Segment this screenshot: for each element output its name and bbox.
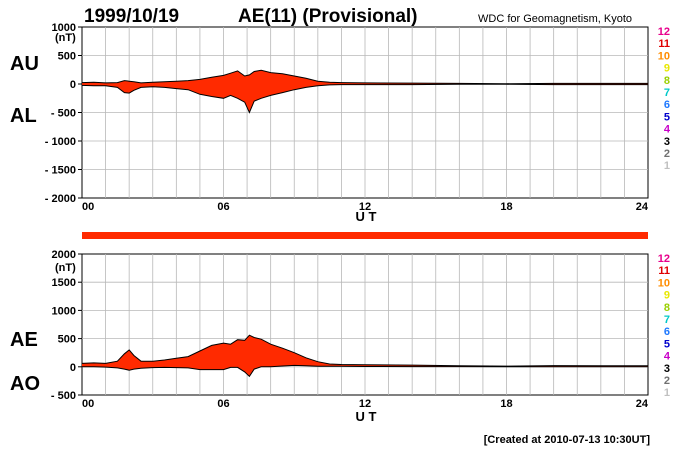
source-label: WDC for Geomagnetism, Kyoto xyxy=(478,13,632,25)
legend-scale-label: 11 xyxy=(658,265,670,277)
legend-scale-label: 8 xyxy=(664,75,670,87)
y-tick-label: 2000 xyxy=(52,249,76,261)
legend-scale-label: 5 xyxy=(664,338,670,350)
au-al-panel: 1000 500 0 - 500 - 1000 - 1500 - 2000 00 06 12 18 2… xyxy=(45,22,649,213)
legend-scale-label: 9 xyxy=(664,63,670,75)
chart-title: AE(11) (Provisional) xyxy=(238,6,418,27)
legend-scale-label: 4 xyxy=(664,351,671,363)
x-axis-label-top: U T xyxy=(356,209,377,224)
y-tick-label: 0 xyxy=(70,79,76,91)
legend-scale-label: 11 xyxy=(658,38,670,50)
legend-scale-label: 3 xyxy=(664,136,670,148)
y-tick-label: - 2000 xyxy=(45,193,76,205)
legend-scale-label: 12 xyxy=(658,253,670,265)
x-tick-label: 18 xyxy=(500,398,512,410)
legend-scale-label: 7 xyxy=(664,87,670,99)
data-coverage-strip xyxy=(82,232,648,239)
x-tick-label: 24 xyxy=(636,201,649,213)
lower-series-line xyxy=(82,364,648,378)
au-label: AU xyxy=(10,53,39,75)
y-tick-label: - 500 xyxy=(51,108,76,120)
y-tick-label: 1000 xyxy=(52,305,76,317)
legend-scale-label: 7 xyxy=(664,314,670,326)
x-tick-label: 24 xyxy=(636,398,649,410)
x-axis-label-bottom: U T xyxy=(356,409,377,424)
upper-series-line xyxy=(81,69,648,85)
x-tick-label: 06 xyxy=(217,201,229,213)
legend-scale-label: 9 xyxy=(664,290,670,302)
legend-scale-label: 4 xyxy=(664,124,671,136)
legend-scale-label: 12 xyxy=(658,26,670,38)
envelope-fill-area xyxy=(82,70,648,113)
y-tick-label: 500 xyxy=(58,334,76,346)
ao-label: AO xyxy=(10,373,40,395)
legend-scale-label: 10 xyxy=(658,50,670,62)
lower-series-line xyxy=(81,83,648,114)
unit-label-bottom: (nT) xyxy=(55,262,76,274)
y-tick-label: 1500 xyxy=(52,277,76,289)
ae-label: AE xyxy=(10,329,38,351)
x-tick-label: 06 xyxy=(217,398,229,410)
legend-scale-label: 2 xyxy=(664,148,670,160)
legend-scale-label: 6 xyxy=(664,326,670,338)
al-label: AL xyxy=(10,105,37,127)
created-timestamp: [Created at 2010-07-13 10:30UT] xyxy=(484,434,651,446)
legend-scale-label: 6 xyxy=(664,99,670,111)
y-tick-label: - 1500 xyxy=(45,165,76,177)
legend-scale-label: 2 xyxy=(664,375,670,387)
date-title: 1999/10/19 xyxy=(84,6,179,27)
x-tick-label: 00 xyxy=(82,201,94,213)
legend-scale-label: 5 xyxy=(664,111,670,123)
y-tick-label: 1000 xyxy=(52,22,76,34)
y-tick-label: 0 xyxy=(70,362,76,374)
x-tick-label: 12 xyxy=(359,398,371,410)
x-tick-label: 18 xyxy=(500,201,512,213)
y-tick-label: - 500 xyxy=(51,390,76,402)
legend-scale-label: 1 xyxy=(664,387,670,399)
y-tick-label: - 1000 xyxy=(45,136,76,148)
x-tick-label: 00 xyxy=(82,398,94,410)
legend-scale-label: 1 xyxy=(664,160,670,172)
y-tick-label: 500 xyxy=(58,51,76,63)
ae-ao-panel: 2000 1500 1000 500 0 - 500 00 06 12 18 24 xyxy=(51,249,649,410)
upper-series-line xyxy=(81,334,648,367)
legend-scale-label: 8 xyxy=(664,302,670,314)
legend-scale-label: 10 xyxy=(658,277,670,289)
unit-label-top: (nT) xyxy=(55,32,76,44)
legend-scale-label: 3 xyxy=(664,363,670,375)
x-tick-label: 12 xyxy=(359,201,371,213)
